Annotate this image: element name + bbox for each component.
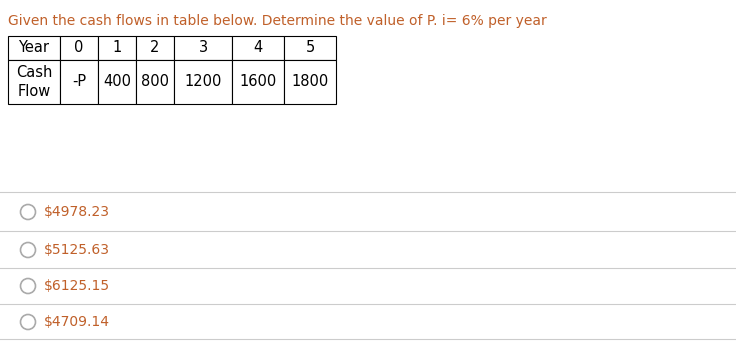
Text: Given the cash flows in table below. Determine the value of P. i= 6% per year: Given the cash flows in table below. Det… xyxy=(8,14,547,28)
Bar xyxy=(232,60,284,104)
Bar xyxy=(284,60,336,104)
Bar xyxy=(174,36,232,60)
Text: Cash
Flow: Cash Flow xyxy=(15,65,52,99)
Bar xyxy=(60,60,98,104)
Bar xyxy=(60,36,98,60)
Text: -P: -P xyxy=(72,75,86,89)
Bar xyxy=(232,36,284,60)
Bar xyxy=(8,36,60,60)
Text: 800: 800 xyxy=(141,75,169,89)
Bar xyxy=(136,60,174,104)
Text: $4978.23: $4978.23 xyxy=(44,205,110,219)
Text: 5: 5 xyxy=(305,41,314,55)
Bar xyxy=(284,36,336,60)
Text: Year: Year xyxy=(18,41,49,55)
Bar xyxy=(98,36,136,60)
Text: 1200: 1200 xyxy=(184,75,222,89)
Bar xyxy=(174,60,232,104)
Text: 4: 4 xyxy=(253,41,263,55)
Bar xyxy=(98,60,136,104)
Text: 2: 2 xyxy=(150,41,160,55)
Text: 0: 0 xyxy=(74,41,84,55)
Text: 1600: 1600 xyxy=(239,75,277,89)
Bar xyxy=(8,60,60,104)
Text: 400: 400 xyxy=(103,75,131,89)
Text: $4709.14: $4709.14 xyxy=(44,315,110,329)
Text: $6125.15: $6125.15 xyxy=(44,279,110,293)
Text: 1: 1 xyxy=(113,41,121,55)
Bar xyxy=(136,36,174,60)
Text: 1800: 1800 xyxy=(291,75,329,89)
Text: 3: 3 xyxy=(199,41,208,55)
Text: $5125.63: $5125.63 xyxy=(44,243,110,257)
